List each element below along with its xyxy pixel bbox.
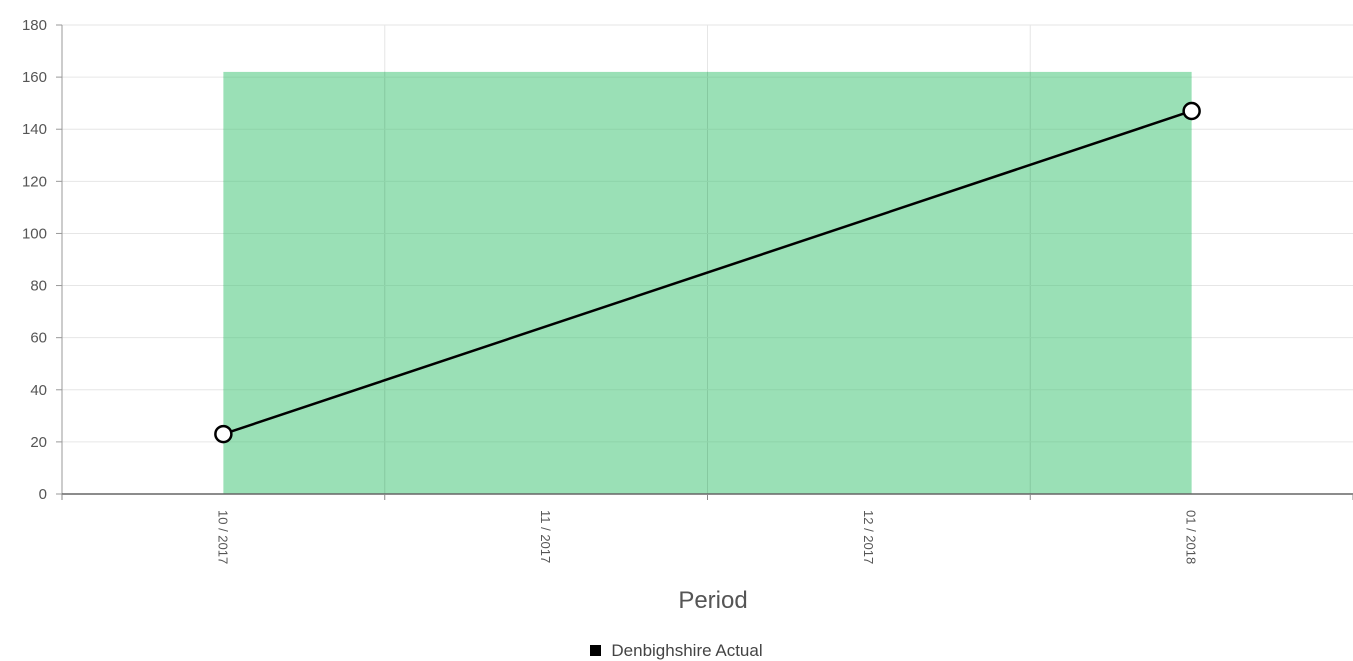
- y-tick-labels: 0 20 40 60 80 100 120 140 160 180: [22, 17, 47, 503]
- y-tick-label: 160: [22, 69, 47, 86]
- y-tick-label: 40: [30, 382, 47, 399]
- y-tick-label: 140: [22, 121, 47, 138]
- x-axis-title: Period: [678, 587, 747, 614]
- data-point[interactable]: [214, 424, 233, 444]
- target-band: [223, 71, 1192, 495]
- legend-swatch: [590, 645, 602, 656]
- legend[interactable]: Denbighshire Actual: [0, 641, 1353, 661]
- x-tick-label: 01 / 2018: [1184, 510, 1199, 564]
- y-tick-label: 100: [22, 225, 47, 242]
- y-tick-label: 20: [30, 434, 47, 451]
- y-tick-label: 120: [22, 173, 47, 190]
- y-tick-label: 60: [30, 330, 47, 347]
- data-point[interactable]: [1182, 101, 1201, 121]
- y-tick-label: 80: [30, 278, 47, 295]
- series-line: [222, 109, 1193, 436]
- x-tick-label: 10 / 2017: [215, 510, 230, 564]
- legend-label-denbighshire-actual: Denbighshire Actual: [611, 641, 763, 660]
- series-lines: [214, 101, 1201, 444]
- axes: [56, 24, 1353, 500]
- y-tick-label: 180: [22, 17, 47, 34]
- x-tick-label: 12 / 2017: [861, 510, 876, 564]
- y-tick-label: 0: [39, 486, 47, 503]
- x-tick-label: 11 / 2017: [538, 510, 553, 563]
- x-tick-labels: 10 / 2017 11 / 2017 12 / 2017 01 / 2018: [215, 510, 1198, 564]
